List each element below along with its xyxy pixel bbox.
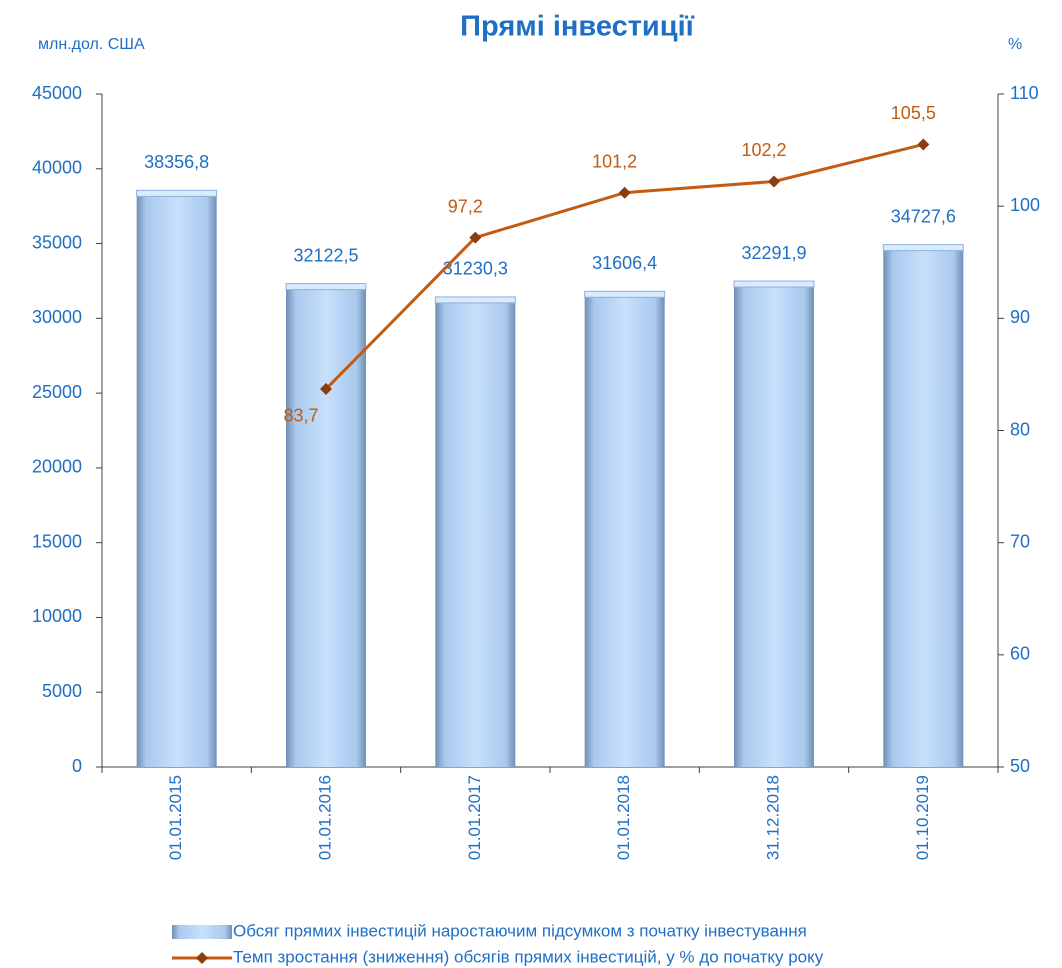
line-marker [768, 175, 780, 188]
x-tick-label: 01.01.2017 [465, 775, 484, 860]
bar [435, 299, 516, 767]
bar [584, 294, 665, 767]
bar-value-label: 31230,3 [443, 259, 508, 279]
y-tick-label: 0 [72, 756, 82, 776]
bar-value-label: 38356,8 [144, 152, 209, 172]
bar [286, 286, 366, 767]
y-tick-label: 45000 [32, 83, 82, 103]
y-tick-label: 20000 [32, 457, 82, 477]
x-tick-label: 01.10.2019 [913, 775, 932, 860]
line-marker [618, 186, 631, 199]
bar-cap [434, 296, 516, 304]
y-tick-label: 25000 [32, 382, 82, 402]
y-tick-label: 10000 [32, 606, 82, 626]
bar-value-label: 34727,6 [891, 206, 956, 226]
chart-title: Прямі інвестиції [460, 11, 694, 43]
y-tick-label: 35000 [32, 232, 82, 252]
bar-cap [733, 280, 815, 288]
x-tick-label: 31.12.2018 [763, 775, 782, 860]
x-tick-label: 01.01.2015 [166, 775, 185, 860]
x-tick-label: 01.01.2016 [315, 775, 334, 860]
bar-value-label: 32122,5 [293, 245, 358, 265]
line-value-label: 102,2 [741, 140, 786, 160]
line-value-label: 101,2 [592, 151, 637, 171]
y2-tick-label: 80 [1010, 419, 1030, 439]
bar-cap [285, 283, 367, 291]
legend-label: Темп зростання (зниження) обсягів прямих… [233, 947, 824, 966]
y2-tick-label: 100 [1010, 195, 1040, 215]
y-tick-label: 40000 [32, 158, 82, 178]
y2-tick-label: 90 [1010, 307, 1030, 327]
line-value-label: 97,2 [448, 196, 483, 216]
bar [136, 193, 217, 767]
legend-swatch [172, 925, 232, 939]
legend-label: Обсяг прямих інвестицій наростаючим підс… [233, 921, 807, 940]
legend-marker [196, 952, 208, 964]
x-tick-label: 01.01.2018 [614, 775, 633, 860]
bar-cap [882, 244, 964, 252]
y2-tick-label: 110 [1010, 83, 1039, 103]
line-marker [469, 231, 482, 244]
bar-cap [136, 189, 218, 197]
y2-tick-label: 60 [1010, 644, 1030, 664]
bar-value-label: 32291,9 [741, 243, 806, 263]
bar [734, 284, 814, 767]
bar-value-label: 31606,4 [592, 253, 657, 273]
y-axis-label: млн.дол. США [38, 36, 145, 53]
y-tick-label: 5000 [42, 681, 82, 701]
y-tick-label: 30000 [32, 307, 82, 327]
line-marker [917, 138, 930, 151]
bar-cap [584, 290, 666, 298]
bar [883, 247, 964, 767]
line-value-label: 83,7 [283, 406, 318, 426]
line-marker [320, 382, 332, 395]
y2-tick-label: 50 [1010, 756, 1030, 776]
line-value-label: 105,5 [891, 103, 936, 123]
y2-tick-label: 70 [1010, 531, 1030, 551]
y-tick-label: 15000 [32, 531, 82, 551]
y2-axis-label: % [1008, 36, 1022, 53]
